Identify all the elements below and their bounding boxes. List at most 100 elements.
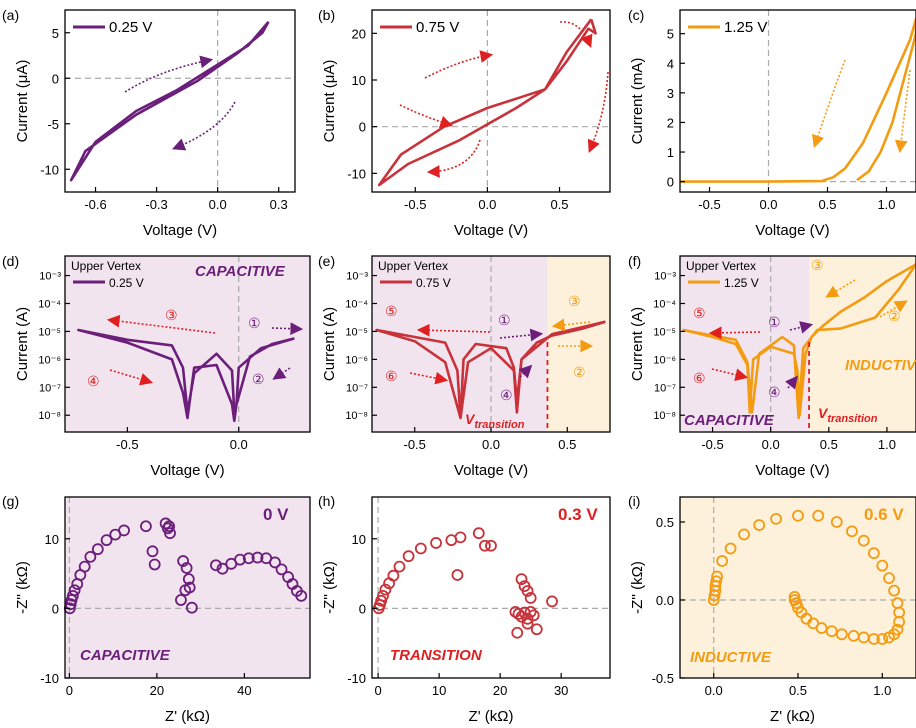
data-point (521, 617, 534, 630)
direction-arrow (811, 59, 846, 149)
y-tick-label: 5 (52, 26, 59, 41)
legend-label: 0.75 V (416, 19, 459, 36)
y-tick-label: 0 (359, 120, 366, 135)
data-point (770, 512, 782, 525)
data-point (524, 592, 537, 604)
y-axis-label: Current (μA) (14, 60, 31, 143)
data-point (515, 573, 528, 586)
plot-background (65, 497, 310, 678)
data-point (830, 516, 843, 528)
data-point (387, 569, 400, 582)
axes-frame (679, 9, 916, 193)
legend-title: Upper Vertex (686, 259, 756, 273)
y-tick-label: 1 (667, 145, 674, 160)
y-tick-label: -10 (347, 671, 366, 686)
data-point (430, 537, 442, 549)
y-axis-label: -Z'' (kΩ) (629, 561, 646, 614)
direction-arrow (424, 50, 494, 79)
axes-frame (64, 255, 311, 433)
annotation: ③ (811, 257, 824, 273)
x-axis-label: Z' (kΩ) (165, 708, 210, 725)
x-tick-label: 20 (150, 683, 164, 698)
y-tick-label: 10⁻⁶ (345, 354, 368, 366)
direction-arrow (708, 326, 761, 340)
legend: Upper Vertex 0.75 V (378, 259, 451, 290)
panel-label: (f) (628, 253, 641, 269)
data-point (472, 527, 485, 540)
y-tick-label: 10⁻⁷ (346, 382, 368, 394)
data-point (84, 550, 97, 563)
y-tick-label: 10⁻⁴ (653, 298, 676, 310)
legend: 0.75 V (380, 19, 459, 36)
panel-a: -0.6 -0.3 0.0 0.3 -10 -5 0 5 Voltage (V) Current … (2, 7, 296, 239)
data-point (68, 584, 81, 597)
data-point (846, 525, 858, 538)
data-point (177, 555, 190, 567)
x-tick-label: 0.0 (762, 437, 780, 452)
y-tick-label: 10⁻³ (39, 271, 61, 283)
y-tick-label: -0.5 (652, 671, 674, 686)
panel-label: (c) (628, 7, 644, 23)
plot-background (372, 497, 610, 678)
y-tick-label: 3 (667, 86, 674, 101)
direction-arrow (409, 371, 449, 385)
panel-label: (h) (318, 493, 335, 509)
direction-arrow (172, 101, 236, 151)
y-tick-label: 10⁻⁸ (38, 410, 61, 422)
x-axis-label: Voltage (V) (454, 222, 528, 239)
annotation: ② (252, 371, 265, 387)
y-tick-label: 0 (359, 601, 366, 616)
direction-arrow (789, 321, 814, 334)
x-tick-label: 1.0 (873, 683, 891, 698)
data-point (402, 550, 415, 563)
x-tick-label: -0.5 (116, 437, 138, 452)
data-point (546, 595, 558, 608)
legend-label: 0.25 V (109, 19, 152, 36)
panel-label: (d) (2, 253, 19, 269)
annotation: ⑤ (385, 303, 398, 319)
y-tick-label: -10 (347, 166, 366, 181)
x-tick-label: -0.6 (84, 197, 106, 212)
y-axis-label: Current (mA) (629, 58, 646, 145)
x-tick-label: 1.0 (878, 437, 896, 452)
direction-arrow (272, 367, 291, 380)
y-tick-label: 10⁻⁷ (39, 382, 61, 394)
y-axis-label: -Z'' (kΩ) (321, 561, 338, 614)
data-point (825, 625, 838, 638)
x-tick-label: 0.0 (478, 197, 496, 212)
direction-arrow (894, 69, 911, 154)
data-point (724, 542, 737, 555)
data-point (78, 560, 91, 573)
axes-frame (64, 496, 311, 679)
y-tick-label: 10 (352, 532, 366, 547)
direction-arrow (499, 328, 544, 342)
data-point (876, 559, 889, 572)
annotation: ② (888, 308, 901, 324)
direction-arrow (559, 21, 593, 48)
data-point (275, 563, 288, 576)
y-tick-label: 10⁻⁸ (345, 410, 368, 422)
data-point (847, 629, 860, 642)
panel-f: -0.5 0.0 0.5 1.0 10⁻⁸ 10⁻⁷ 10⁻⁶ 10⁻⁵ 10⁻⁴ 10⁻³ Vol… (628, 253, 916, 479)
data-point (857, 534, 870, 547)
y-axis-label: -Z'' (kΩ) (14, 561, 31, 614)
legend-label: 1.25 V (724, 276, 759, 290)
data-point (511, 626, 524, 639)
x-tick-label: 40 (237, 683, 251, 698)
data-point (164, 527, 176, 540)
data-point (185, 601, 198, 614)
y-tick-label: 0.5 (656, 515, 674, 530)
y-tick-label: 10⁻³ (346, 271, 368, 283)
data-point (414, 542, 427, 555)
data-point (753, 519, 766, 531)
annotation: INDUCTIVE (845, 357, 916, 374)
data-point (521, 612, 534, 625)
data-point (251, 551, 264, 564)
annotation: ① (498, 312, 511, 328)
data-point (876, 633, 889, 645)
panel-e: -0.5 0.0 0.5 10⁻⁸ 10⁻⁷ 10⁻⁶ 10⁻⁵ 10⁻⁴ 10⁻³ Voltag… (318, 253, 611, 479)
legend: Upper Vertex 1.25 V (686, 259, 759, 290)
panel-b: -0.5 0.0 0.5 -10 0 10 20 Voltage (V) Current (μA… (318, 7, 611, 239)
data-point (883, 631, 895, 644)
legend: 1.25 V (688, 19, 767, 36)
